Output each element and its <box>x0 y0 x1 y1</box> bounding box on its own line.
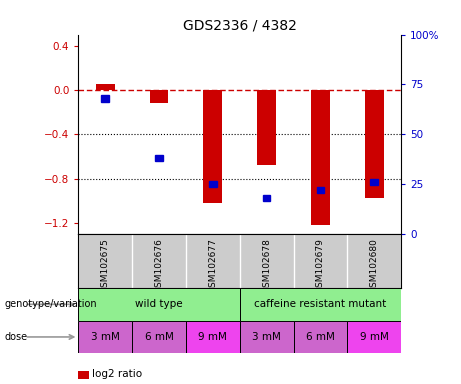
Text: 3 mM: 3 mM <box>252 332 281 342</box>
Text: dose: dose <box>5 332 28 342</box>
Bar <box>203 90 222 203</box>
Text: 9 mM: 9 mM <box>198 332 227 342</box>
Text: GSM102675: GSM102675 <box>101 238 110 293</box>
Bar <box>365 90 384 198</box>
Bar <box>209 181 217 187</box>
Text: 3 mM: 3 mM <box>91 332 120 342</box>
Bar <box>78 288 240 321</box>
Text: GSM102678: GSM102678 <box>262 238 271 293</box>
Bar <box>317 187 324 194</box>
Bar <box>294 321 347 353</box>
Bar <box>370 179 378 185</box>
Text: GSM102677: GSM102677 <box>208 238 217 293</box>
Bar <box>240 321 294 353</box>
Bar <box>101 95 109 101</box>
Text: genotype/variation: genotype/variation <box>5 299 97 310</box>
Text: 9 mM: 9 mM <box>360 332 389 342</box>
Bar <box>257 90 276 166</box>
Bar <box>150 90 168 103</box>
Text: log2 ratio: log2 ratio <box>92 369 142 379</box>
Text: GSM102676: GSM102676 <box>154 238 164 293</box>
Bar <box>240 288 401 321</box>
Title: GDS2336 / 4382: GDS2336 / 4382 <box>183 18 297 32</box>
Bar <box>347 321 401 353</box>
Text: caffeine resistant mutant: caffeine resistant mutant <box>254 299 386 310</box>
Text: GSM102680: GSM102680 <box>370 238 378 293</box>
Bar <box>311 90 330 225</box>
Bar <box>78 321 132 353</box>
Text: 6 mM: 6 mM <box>306 332 335 342</box>
Bar <box>132 321 186 353</box>
Text: GSM102679: GSM102679 <box>316 238 325 293</box>
Text: wild type: wild type <box>135 299 183 310</box>
Bar <box>155 155 163 161</box>
Text: 6 mM: 6 mM <box>145 332 173 342</box>
Bar <box>263 195 270 201</box>
Bar <box>96 84 115 90</box>
Bar <box>186 321 240 353</box>
